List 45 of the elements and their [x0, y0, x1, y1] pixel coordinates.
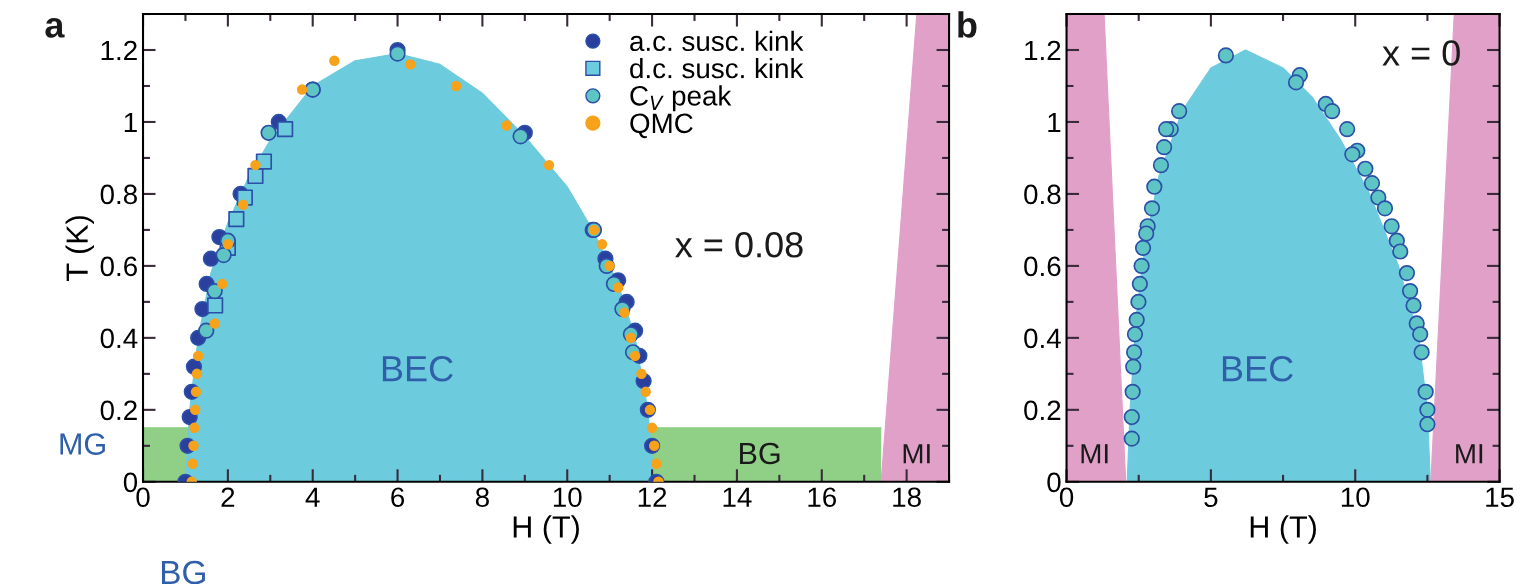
- annotation: MI: [1081, 444, 1108, 464]
- legend-label: C$_{V}$ peak: [630, 85, 732, 112]
- x-tick-label: 18: [893, 487, 921, 508]
- y-tick-label: 0.2: [1024, 400, 1061, 421]
- y-tick-label: 0.2: [100, 400, 137, 421]
- x-axis-title: H (T): [513, 515, 579, 544]
- y-tick-label: 0.4: [100, 328, 138, 349]
- x-tick-label: 6: [391, 487, 405, 508]
- x-tick-label: 12: [638, 487, 667, 507]
- y-tick-label: 0.6: [100, 256, 137, 277]
- annotation: BG: [740, 442, 780, 465]
- text: BG: [161, 560, 205, 584]
- y-tick-label: 1: [124, 112, 137, 133]
- annotation: BEC: [1222, 355, 1293, 382]
- x-tick-label: 14: [723, 487, 752, 507]
- y-tick-label: 0: [123, 472, 138, 493]
- x-tick-label: 5: [1204, 487, 1218, 508]
- y-tick-label: 1.2: [1025, 40, 1061, 61]
- y-tick-label: 0: [1047, 472, 1061, 493]
- legend-label: QMC: [630, 113, 693, 139]
- x-axis-title: H (T): [1250, 515, 1316, 544]
- x-tick-label: 8: [475, 487, 489, 508]
- legend-label: d.c. susc. kink: [630, 57, 804, 79]
- x-tick-label: 10: [1341, 487, 1370, 508]
- y-tick-label: 0.8: [1024, 184, 1061, 205]
- text: a: [45, 17, 65, 38]
- annotation: BEC: [382, 355, 453, 382]
- x-tick-label: 4: [305, 487, 320, 507]
- annotation: x = 0.08: [675, 232, 803, 258]
- x-tick-label: 2: [221, 487, 235, 507]
- text: MG: [60, 433, 105, 455]
- annotation: MI: [903, 444, 930, 464]
- y-tick-label: 1: [1048, 112, 1061, 133]
- x-tick-label: 16: [808, 487, 836, 508]
- x-tick-label: 15: [1486, 487, 1514, 508]
- annotation: MI: [1456, 444, 1483, 464]
- x-tick-label: 10: [553, 487, 582, 508]
- text: b: [958, 11, 977, 38]
- y-tick-label: 1.2: [101, 40, 137, 61]
- legend-label: a.c. susc. kink: [630, 30, 804, 52]
- y-tick-label: 0.8: [100, 184, 137, 205]
- annotation: x = 0: [1382, 40, 1460, 66]
- y-tick-label: 0.6: [1024, 256, 1061, 277]
- y-axis-title: T (K): [65, 216, 94, 281]
- y-tick-label: 0.4: [1024, 328, 1061, 349]
